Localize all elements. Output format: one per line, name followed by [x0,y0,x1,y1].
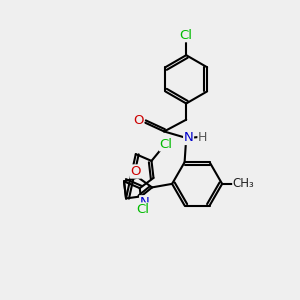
Text: CH₃: CH₃ [233,177,254,190]
Text: O: O [130,165,141,178]
Text: N: N [140,196,149,209]
Text: H: H [198,130,207,143]
Text: Cl: Cl [136,203,149,216]
Text: N: N [184,131,194,144]
Text: Cl: Cl [180,29,193,42]
Text: O: O [133,114,144,127]
Text: Cl: Cl [160,138,172,151]
